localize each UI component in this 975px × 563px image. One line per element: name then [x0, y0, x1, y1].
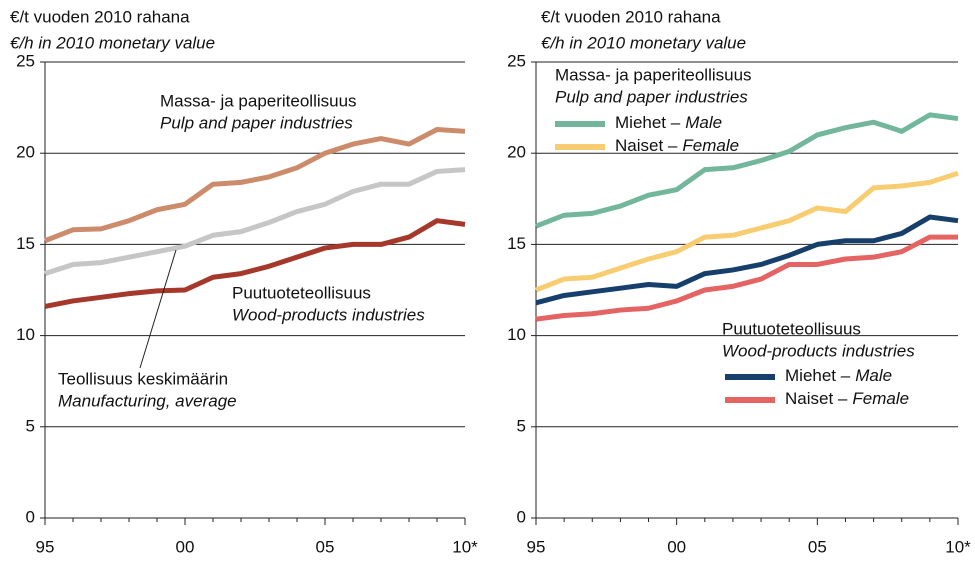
- annotation: Manufacturing, average: [58, 391, 237, 410]
- legend-name-en: Male: [855, 366, 892, 385]
- chart-subtitle: €/h in 2010 monetary value: [541, 33, 746, 52]
- x-tick-label: 10*: [945, 537, 971, 556]
- legend-group-title: Pulp and paper industries: [555, 87, 748, 106]
- legend-group-title: Massa- ja paperiteollisuus: [555, 65, 752, 84]
- legend-name: Miehet –: [615, 113, 681, 132]
- chart-title: €/t vuoden 2010 rahana: [10, 7, 190, 26]
- annotation: Massa- ja paperiteollisuus: [160, 91, 357, 110]
- x-tick-label: 05: [808, 537, 827, 556]
- legend-name: Miehet –: [785, 366, 851, 385]
- leader-line: [139, 249, 177, 369]
- y-tick-label: 15: [507, 234, 526, 253]
- series-line: [535, 170, 959, 293]
- y-tick-label: 20: [16, 143, 35, 162]
- y-tick-label: 15: [16, 234, 35, 253]
- y-tick-label: 0: [517, 507, 526, 526]
- legend-name-en: Male: [685, 113, 722, 132]
- annotation: Wood-products industries: [232, 305, 425, 324]
- legend-label: Miehet – Male: [785, 366, 892, 385]
- y-tick-label: 5: [517, 416, 526, 435]
- legend-label: Naiset – Female: [785, 389, 909, 408]
- y-tick-label: 25: [16, 51, 35, 70]
- x-tick-label: 10*: [452, 537, 478, 556]
- series-line: [44, 218, 466, 309]
- chart-title: €/t vuoden 2010 rahana: [541, 7, 721, 26]
- series-line: [44, 126, 466, 244]
- series-line: [44, 167, 466, 276]
- legend-group-title: Wood-products industries: [722, 341, 915, 360]
- x-tick-label: 95: [527, 537, 546, 556]
- annotation: Teollisuus keskimäärin: [58, 369, 228, 388]
- y-tick-label: 5: [26, 416, 35, 435]
- legend-label: Naiset – Female: [615, 136, 739, 155]
- series-line: [535, 112, 959, 229]
- legend-name: Naiset –: [785, 389, 848, 408]
- y-tick-label: 0: [26, 507, 35, 526]
- annotation: Pulp and paper industries: [160, 113, 353, 132]
- legend-name-en: Female: [682, 136, 739, 155]
- series-line: [535, 234, 958, 322]
- x-tick-label: 95: [36, 537, 55, 556]
- y-tick-label: 25: [507, 51, 526, 70]
- x-tick-label: 00: [176, 537, 195, 556]
- annotation: Puutuoteteollisuus: [232, 283, 371, 302]
- y-tick-label: 20: [507, 143, 526, 162]
- x-tick-label: 05: [316, 537, 335, 556]
- y-tick-label: 10: [507, 325, 526, 344]
- legend-label: Miehet – Male: [615, 113, 722, 132]
- legend-name-en: Female: [852, 389, 909, 408]
- series-line: [535, 214, 959, 306]
- legend-group-title: Puutuoteteollisuus: [722, 319, 861, 338]
- legend-name: Naiset –: [615, 136, 678, 155]
- x-tick-label: 00: [667, 537, 686, 556]
- chart-subtitle: €/h in 2010 monetary value: [10, 33, 215, 52]
- y-tick-label: 10: [16, 325, 35, 344]
